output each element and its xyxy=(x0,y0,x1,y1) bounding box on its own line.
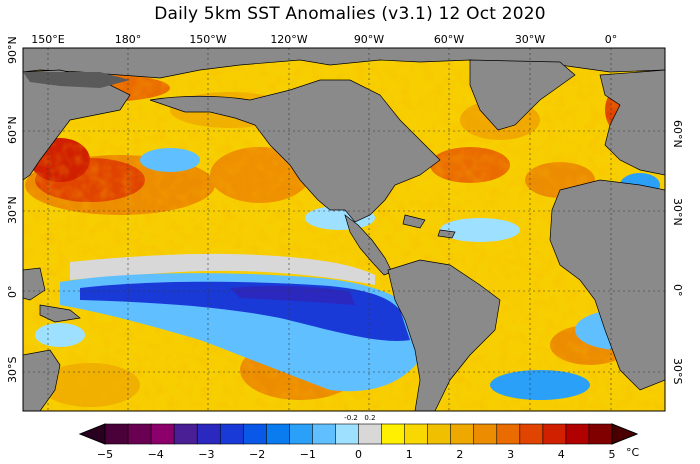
north-america-land xyxy=(149,79,441,223)
lon-label-150w: 150°W xyxy=(189,33,227,46)
central-america-land xyxy=(344,214,393,276)
colorbar-small-tick-neg: -0.2 xyxy=(344,414,358,422)
colorbar-segment xyxy=(519,423,544,445)
colorbar-min-arrow xyxy=(78,423,106,445)
colorbar-segment xyxy=(450,423,475,445)
map-border xyxy=(22,47,666,412)
colorbar-tick-label: 5 xyxy=(608,448,616,461)
colorbar-segment xyxy=(542,423,567,445)
neutral-band xyxy=(70,253,375,285)
lon-label-0: 0° xyxy=(604,33,618,46)
colorbar-tick-label: 1 xyxy=(405,448,413,461)
se-asia-land xyxy=(23,267,46,301)
colorbar-segment xyxy=(196,423,221,445)
colorbar-segment xyxy=(312,423,337,445)
colorbar-tick-label: 2 xyxy=(456,448,464,461)
colorbar-tick-label: −4 xyxy=(147,448,164,461)
colorbar-segment xyxy=(588,423,613,445)
colorbar-segment xyxy=(289,423,314,445)
colorbar-segment xyxy=(242,423,268,445)
colorbar-segment xyxy=(473,423,498,445)
lon-label-30w: 30°W xyxy=(514,33,546,46)
lon-label-90w: 90°W xyxy=(353,33,385,46)
australia-land xyxy=(23,349,61,411)
colorbar-segment xyxy=(127,423,152,445)
colorbar-tick-label: −3 xyxy=(198,448,215,461)
colorbar-segment xyxy=(219,423,244,445)
map-title: Daily 5km SST Anomalies (v3.1) 12 Oct 20… xyxy=(154,4,546,24)
land xyxy=(23,48,665,411)
colorbar-segment xyxy=(266,423,291,445)
colorbar-tick-label: −1 xyxy=(299,448,316,461)
graticule xyxy=(23,48,665,411)
colorbar-unit: °C xyxy=(626,446,640,459)
sea-ice xyxy=(23,72,130,88)
lon-label-60w: 60°W xyxy=(433,33,465,46)
south-america-land xyxy=(387,259,501,411)
colorbar-segment xyxy=(427,423,452,445)
colorbar-segment xyxy=(496,423,521,445)
colorbar-tick-label: −5 xyxy=(96,448,114,461)
colorbar-segment xyxy=(565,423,590,445)
africa-land xyxy=(549,179,665,391)
colorbar-tick-label: 4 xyxy=(557,448,565,461)
colorbar-small-tick-pos: 0.2 xyxy=(364,414,376,422)
colorbar-segment xyxy=(335,423,360,445)
lon-label-180: 180° xyxy=(114,33,142,46)
cool-anomalies xyxy=(35,148,665,400)
colorbar-tick-label: 3 xyxy=(507,448,515,461)
colorbar xyxy=(78,423,639,445)
lon-label-150e: 150°E xyxy=(31,33,65,46)
colorbar-tick-label: 0 xyxy=(355,448,362,461)
colorbar-tick-label: −2 xyxy=(248,448,266,461)
colorbar-segment xyxy=(358,423,383,445)
colorbar-segment xyxy=(381,423,406,445)
greenland-land xyxy=(469,59,576,131)
colorbar-segment xyxy=(173,423,198,445)
colorbar-max-arrow xyxy=(611,423,639,445)
map-frame xyxy=(23,48,665,411)
lon-label-120w: 120°W xyxy=(270,33,308,46)
colorbar-segment xyxy=(150,423,175,445)
colorbar-segment xyxy=(104,423,129,445)
colorbar-segment xyxy=(404,423,429,445)
europe-land xyxy=(599,69,665,176)
